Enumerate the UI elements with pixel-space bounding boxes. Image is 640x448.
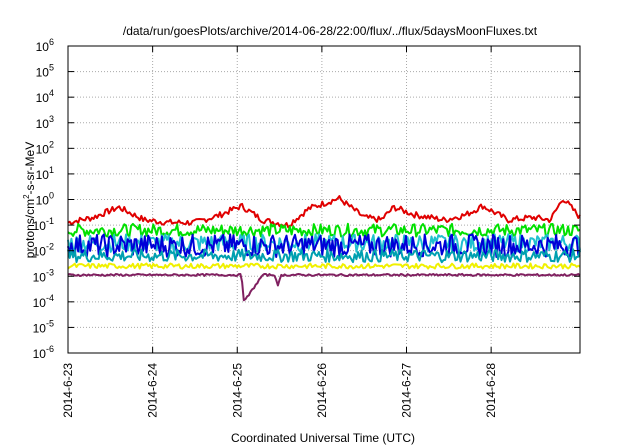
y-tick-exponent: 1 <box>49 165 54 175</box>
y-tick-label: 10-1 <box>33 216 54 233</box>
y-label-main: protons/cm <box>23 199 37 258</box>
y-axis: 10610510410310210110010-110-210-310-410-… <box>33 37 580 361</box>
y-tick-base: 10 <box>33 321 47 335</box>
x-tick-label: 2014-6-27 <box>400 363 414 418</box>
y-tick-label: 101 <box>36 165 54 182</box>
y-tick-base: 10 <box>33 245 47 259</box>
y-tick-exponent: 2 <box>49 139 54 149</box>
y-tick-exponent: -1 <box>46 216 54 226</box>
y-tick-label: 104 <box>36 88 54 105</box>
series-group <box>67 195 581 302</box>
y-tick-base: 10 <box>36 117 50 131</box>
y-tick-base: 10 <box>36 194 50 208</box>
y-tick-label: 10-3 <box>33 267 54 284</box>
y-tick-base: 10 <box>36 168 50 182</box>
series-line-3 <box>67 233 581 258</box>
y-tick-exponent: -3 <box>46 267 54 277</box>
y-tick-base: 10 <box>33 270 47 284</box>
y-tick-exponent: 5 <box>49 63 54 73</box>
y-tick-label: 106 <box>36 37 54 54</box>
series-line-0 <box>67 195 581 229</box>
x-tick-label: 2014-6-25 <box>230 363 244 418</box>
y-tick-exponent: 6 <box>49 37 54 47</box>
series-line-1 <box>67 222 581 238</box>
y-tick-base: 10 <box>33 219 47 233</box>
y-tick-exponent: -5 <box>46 318 54 328</box>
y-tick-exponent: 0 <box>49 191 54 201</box>
y-tick-exponent: -2 <box>46 242 54 252</box>
y-tick-base: 10 <box>36 40 50 54</box>
y-tick-label: 10-4 <box>33 293 54 310</box>
y-tick-base: 10 <box>36 66 50 80</box>
y-tick-exponent: -4 <box>46 293 54 303</box>
y-tick-base: 10 <box>36 91 50 105</box>
series-line-4 <box>67 248 581 264</box>
x-axis-label: Coordinated Universal Time (UTC) <box>231 431 415 445</box>
y-tick-exponent: -6 <box>46 344 54 354</box>
y-tick-label: 100 <box>36 191 54 208</box>
series-line-6 <box>67 272 581 302</box>
y-tick-base: 10 <box>33 347 47 361</box>
grid <box>67 45 580 354</box>
y-axis-label: protons/cm2-s-sr-MeV <box>22 142 37 258</box>
y-tick-base: 10 <box>36 142 50 156</box>
y-label-sup: 2 <box>22 194 31 199</box>
x-tick-label: 2014-6-23 <box>61 363 75 418</box>
y-tick-base: 10 <box>33 296 47 310</box>
x-tick-label: 2014-6-26 <box>315 363 329 418</box>
y-tick-label: 10-5 <box>33 318 54 335</box>
x-axis: 2014-6-23 2014-6-24 2014-6-25 2014-6-26 2014… <box>61 46 498 418</box>
chart-title: /data/run/goesPlots/archive/2014-06-28/2… <box>123 24 538 38</box>
y-tick-exponent: 3 <box>49 114 54 124</box>
y-tick-label: 10-6 <box>33 344 54 361</box>
y-label-rest: -s-sr-MeV <box>23 142 37 195</box>
y-tick-label: 10-2 <box>33 242 54 259</box>
series-line-5 <box>67 262 581 270</box>
y-tick-label: 103 <box>36 114 54 131</box>
y-tick-exponent: 4 <box>49 88 54 98</box>
x-tick-label: 2014-6-24 <box>146 363 160 418</box>
y-tick-label: 105 <box>36 63 54 80</box>
y-tick-label: 102 <box>36 139 54 156</box>
x-tick-label: 2014-6-28 <box>484 363 498 418</box>
